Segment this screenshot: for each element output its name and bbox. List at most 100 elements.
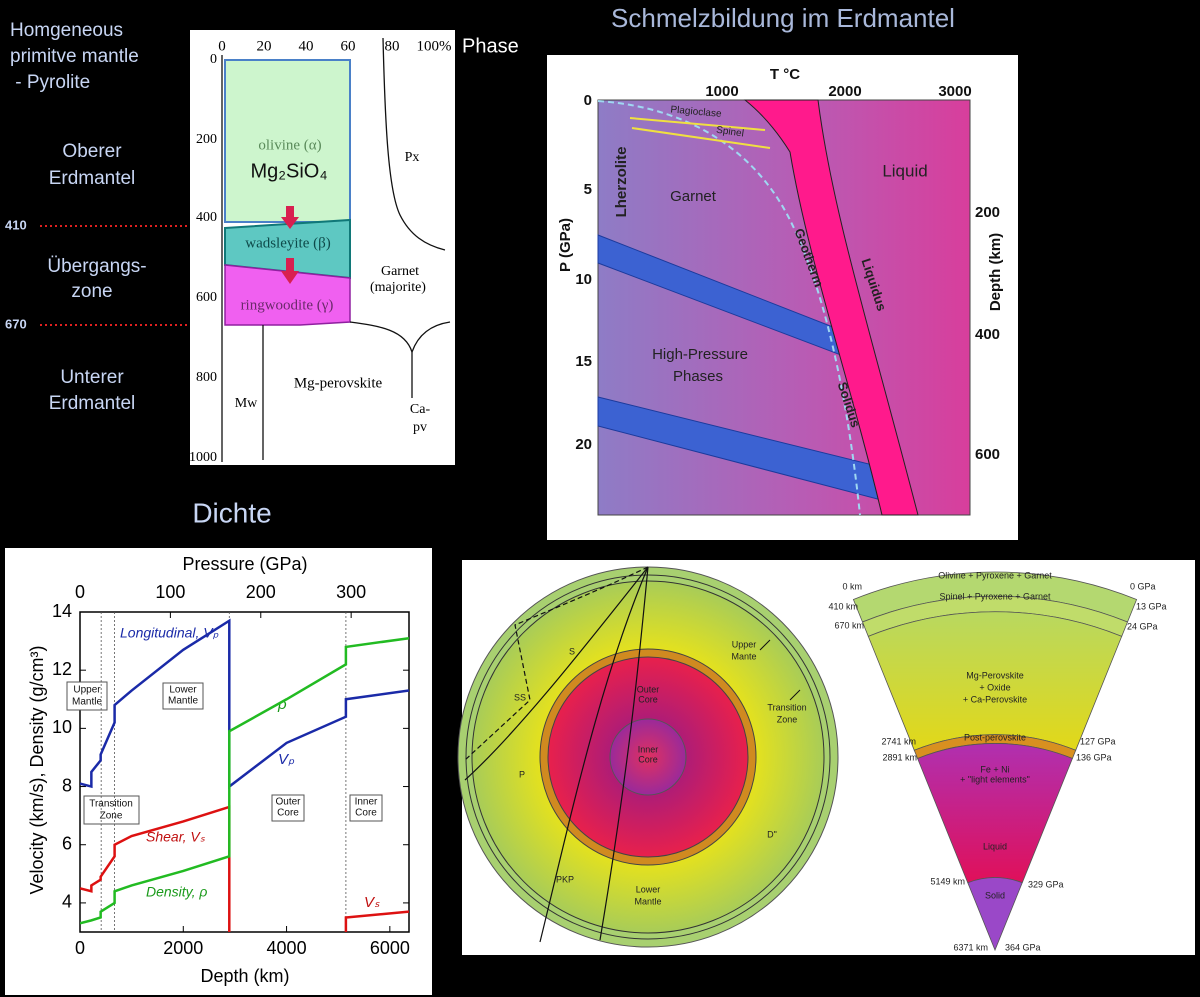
x-tick-label: 80	[385, 38, 400, 54]
melt-band	[743, 99, 919, 516]
layer-label: Unterer	[60, 367, 124, 388]
series-label: Shear, Vₛ	[146, 829, 206, 845]
x-tick-label: 0	[75, 938, 85, 958]
arrow	[286, 258, 294, 272]
series-line	[80, 618, 409, 790]
region-label: olivine (α)	[258, 137, 321, 153]
depth-tick-label: 600	[196, 290, 217, 305]
layer-label: + "light elements"	[960, 774, 1030, 784]
ray-label: P	[519, 769, 525, 779]
cone-layer	[867, 611, 1123, 751]
pressure-label: 136 GPa	[1076, 752, 1112, 762]
layer-label: Mg-Perovskite	[966, 670, 1024, 680]
y-tick-label: 14	[52, 601, 72, 621]
layer-label: Solid	[985, 890, 1005, 900]
ray	[464, 566, 649, 761]
region-label: Lower	[169, 685, 197, 696]
region-label: Inner	[355, 797, 378, 808]
y-axis-title: Velocity (km/s), Density (g/cm³)	[27, 645, 47, 894]
pressure-label: 13 GPa	[1136, 601, 1167, 611]
layer-label: Erdmantel	[49, 168, 136, 189]
layer-label: Core	[638, 694, 658, 704]
depth-tick-label: 200	[196, 132, 217, 147]
y-tick-label: 4	[62, 892, 72, 912]
y-tick-label: 10	[52, 717, 72, 737]
series-label: Density, ρ	[146, 884, 207, 900]
layer-label: Zone	[777, 714, 798, 724]
ray-paths	[464, 566, 649, 943]
depth-label: 410 km	[828, 601, 858, 611]
depth-tick-label: 600	[975, 446, 1000, 463]
region-label: Px	[405, 150, 420, 165]
depth-label: 6371 km	[953, 942, 988, 952]
region-box	[83, 795, 140, 825]
layer-label: Spinel + Pyroxene + Garnet	[939, 591, 1051, 601]
region-label: Phases	[673, 368, 723, 385]
region-label: wadsleyite (β)	[245, 235, 331, 251]
layer-label: D"	[767, 829, 777, 839]
p-tick-label: 20	[575, 436, 592, 453]
olivine-region	[224, 59, 351, 223]
region-label: Mg₂SiO₄	[250, 160, 327, 182]
region-label: Plagioclase	[670, 104, 722, 119]
depth-tick-label: 0	[210, 52, 217, 67]
region-label: Core	[355, 808, 377, 819]
t-tick-label: 1000	[705, 83, 738, 100]
region-label: Mantle	[72, 697, 102, 708]
region-label: Garnet	[381, 264, 419, 279]
phase-diagram: 0 20 40 60 80 100% 0 200 400 600 800 100…	[189, 30, 455, 465]
x2-axis-title: Pressure (GPa)	[182, 554, 307, 574]
x-tick-label: 40	[299, 38, 314, 54]
p-tick-label: 10	[575, 271, 592, 288]
layer-label: zone	[71, 281, 112, 302]
x-tick-label: 20	[257, 38, 272, 54]
phase-boundaries	[221, 37, 451, 462]
region-label: Upper	[73, 685, 101, 696]
region-label: Liquid	[882, 161, 927, 180]
annotation: Vₛ	[364, 894, 380, 911]
ringwoodite-region	[224, 264, 351, 326]
region-label: Zone	[100, 811, 123, 822]
cone	[852, 571, 1138, 952]
layer-label: Transition	[767, 702, 806, 712]
axis-title: T °C	[770, 66, 800, 83]
velocity-chart: Depth (km) Pressure (GPa) Velocity (km/s…	[5, 548, 432, 995]
t-tick-label: 3000	[938, 83, 971, 100]
x-tick-label: 2000	[163, 938, 203, 958]
depth-label: 0 km	[842, 581, 862, 591]
region-label: Mw	[235, 396, 258, 411]
pressure-label: 0 GPa	[1130, 581, 1156, 591]
arrow	[281, 271, 299, 284]
depth-tick-label: 1000	[189, 450, 217, 465]
region-label: Spinel	[715, 125, 744, 140]
depth-tick-label: 800	[196, 370, 217, 385]
geotherm	[597, 100, 861, 516]
axis-title: Depth (km)	[987, 233, 1004, 311]
depth-tick-label: 400	[975, 326, 1000, 343]
x-tick-label: 4000	[267, 938, 307, 958]
layer-label: Mantle	[634, 896, 661, 906]
annotation: ρ	[277, 696, 287, 713]
leader	[759, 639, 801, 701]
region-label: Lherzolite	[613, 147, 630, 218]
title: Schmelzbildung im Erdmantel	[611, 3, 955, 33]
pyrolite-line: - Pyrolite	[10, 72, 90, 93]
y-tick-label: 6	[62, 833, 72, 853]
title: Dichte	[192, 497, 271, 528]
depth-label: 2741 km	[881, 736, 916, 746]
layer-label: + Oxide	[979, 682, 1010, 692]
layer-label: Lower	[636, 884, 661, 894]
layer-label: Core	[638, 754, 658, 764]
layer-label: Olivine + Pyroxene + Garnet	[938, 570, 1052, 580]
layer-label: Oberer	[62, 141, 122, 162]
region-label: Core	[277, 808, 299, 819]
depth-label: 5149 km	[930, 876, 965, 886]
earth-figure: S SS P PKP Upper Mante Transition Zone D…	[457, 560, 1195, 955]
region-label: (majorite)	[370, 280, 426, 295]
x-axis-title: Depth (km)	[200, 966, 289, 986]
t-tick-label: 2000	[828, 83, 861, 100]
x-tick-label: 6000	[370, 938, 410, 958]
phase-line	[629, 117, 771, 149]
ray-label: PKP	[556, 874, 574, 884]
x-tick-label: 100%	[417, 38, 452, 54]
